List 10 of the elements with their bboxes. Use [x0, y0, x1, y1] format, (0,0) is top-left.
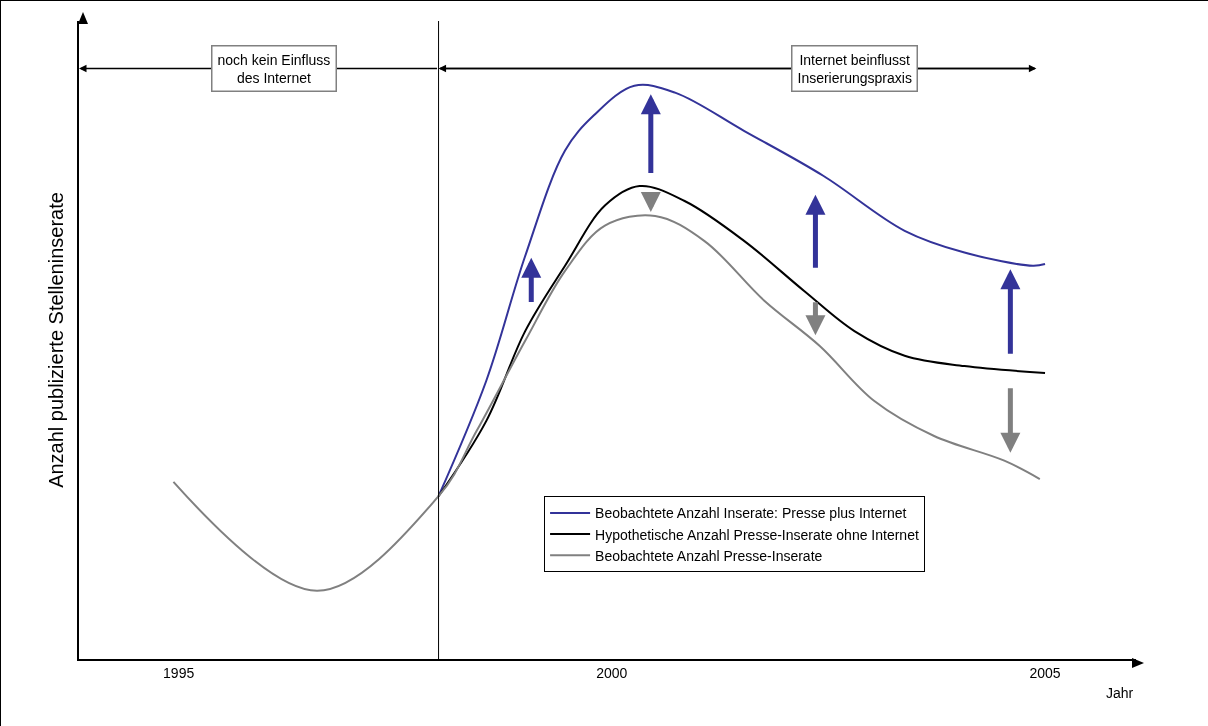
- x-tick-label: 2005: [1029, 664, 1061, 681]
- text: noch kein Einfluss des Internet: [217, 51, 331, 86]
- y-axis-title: Anzahl publizierte Stelleninserate: [45, 192, 68, 488]
- x-tick-label: 1995: [163, 664, 195, 681]
- legend-label: Beobachtete Anzahl Inserate: Presse plus Internet: [595, 505, 907, 522]
- legend-label: Hypothetische Anzahl Presse-Inserate ohne Internet: [595, 526, 919, 543]
- x-axis-title: Jahr: [1106, 685, 1134, 701]
- text: Internet beinflusst Inserierungspraxis: [797, 51, 912, 86]
- legend-label: Beobachtete Anzahl Presse-Inserate: [595, 547, 823, 564]
- x-tick-label: 2000: [596, 664, 628, 681]
